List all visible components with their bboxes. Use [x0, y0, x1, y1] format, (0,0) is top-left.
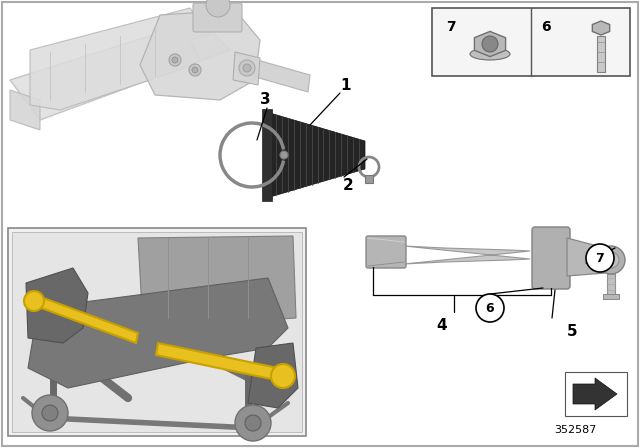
- Text: 6: 6: [486, 302, 494, 314]
- Polygon shape: [138, 236, 296, 328]
- Circle shape: [243, 64, 251, 72]
- Circle shape: [235, 405, 271, 441]
- Polygon shape: [573, 378, 617, 410]
- Circle shape: [172, 57, 178, 63]
- Polygon shape: [233, 52, 260, 85]
- Polygon shape: [248, 343, 298, 408]
- Circle shape: [597, 246, 625, 274]
- Circle shape: [169, 54, 181, 66]
- Circle shape: [239, 60, 255, 76]
- Circle shape: [192, 67, 198, 73]
- Polygon shape: [567, 238, 613, 276]
- FancyBboxPatch shape: [366, 236, 406, 268]
- Circle shape: [245, 415, 261, 431]
- Polygon shape: [156, 343, 278, 380]
- Circle shape: [42, 405, 58, 421]
- Polygon shape: [26, 268, 88, 343]
- Polygon shape: [474, 31, 506, 56]
- Bar: [12, 232, 302, 432]
- Circle shape: [24, 291, 44, 311]
- FancyBboxPatch shape: [532, 227, 570, 289]
- Circle shape: [189, 64, 201, 76]
- Polygon shape: [270, 113, 365, 197]
- Polygon shape: [140, 10, 260, 100]
- Polygon shape: [30, 8, 210, 110]
- Text: 6: 6: [541, 20, 550, 34]
- Polygon shape: [10, 90, 40, 130]
- Circle shape: [476, 294, 504, 322]
- Text: 5: 5: [566, 324, 577, 340]
- Polygon shape: [10, 20, 230, 120]
- FancyBboxPatch shape: [193, 3, 242, 32]
- Polygon shape: [404, 246, 530, 264]
- Text: 1: 1: [340, 78, 351, 92]
- Bar: [597, 36, 605, 72]
- Text: 352587: 352587: [554, 425, 596, 435]
- Text: 2: 2: [342, 177, 353, 193]
- Circle shape: [271, 364, 295, 388]
- Text: 7: 7: [446, 20, 456, 34]
- Text: 4: 4: [436, 319, 447, 333]
- Polygon shape: [36, 296, 138, 343]
- Circle shape: [206, 0, 230, 17]
- Polygon shape: [238, 55, 310, 92]
- Bar: [8, 228, 306, 436]
- Polygon shape: [28, 278, 288, 388]
- Circle shape: [32, 395, 68, 431]
- Circle shape: [586, 244, 614, 272]
- Circle shape: [280, 151, 288, 159]
- Bar: [365, 175, 373, 183]
- Ellipse shape: [470, 48, 510, 60]
- Circle shape: [603, 252, 619, 268]
- Bar: [565, 372, 627, 416]
- Text: 7: 7: [596, 251, 604, 264]
- Bar: [603, 294, 619, 299]
- Circle shape: [482, 36, 498, 52]
- Text: 3: 3: [260, 92, 270, 108]
- Bar: [607, 274, 615, 296]
- Polygon shape: [593, 21, 610, 35]
- Bar: [432, 8, 630, 76]
- Bar: [262, 109, 272, 201]
